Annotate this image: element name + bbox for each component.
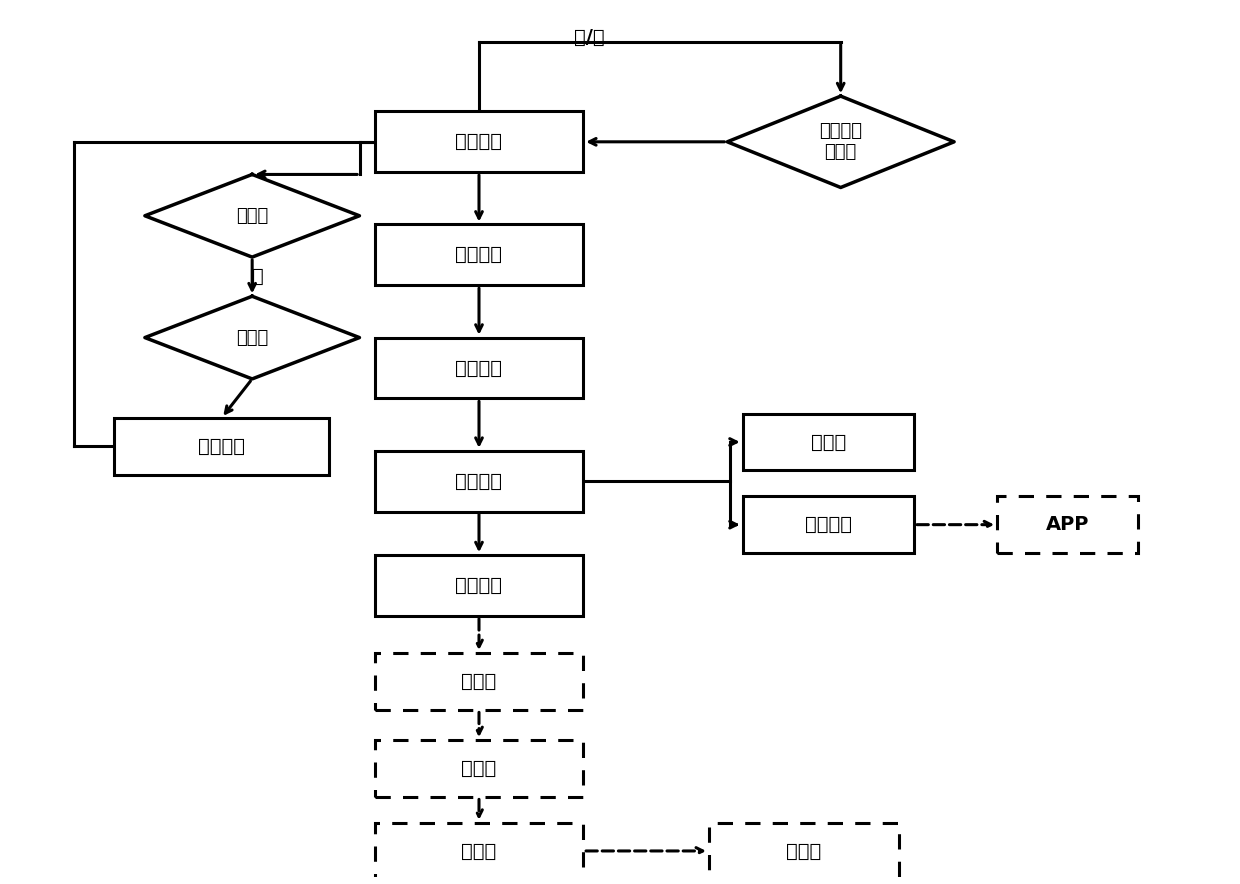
Text: 工控机: 工控机 (461, 672, 497, 690)
Bar (374, 555, 583, 616)
Text: 费率计算: 费率计算 (198, 437, 246, 456)
Text: 扣费请求: 扣费请求 (455, 246, 502, 264)
Text: 白名单: 白名单 (236, 329, 268, 347)
Bar (709, 823, 899, 880)
Bar (374, 740, 583, 796)
Bar (374, 653, 583, 710)
Text: 交换机: 交换机 (461, 758, 497, 778)
Bar (374, 451, 583, 512)
Text: 入账操作: 入账操作 (455, 472, 502, 491)
Text: 信息接收: 信息接收 (455, 133, 502, 151)
Bar (743, 497, 914, 552)
Text: 是/否: 是/否 (574, 28, 605, 47)
Text: 指令管理: 指令管理 (455, 576, 502, 595)
Text: 黑名单: 黑名单 (236, 207, 268, 225)
Bar (997, 497, 1138, 552)
Bar (374, 111, 583, 172)
Text: 省行宝管
理平台: 省行宝管 理平台 (820, 122, 862, 161)
Polygon shape (728, 96, 954, 187)
Bar (743, 414, 914, 470)
Text: 数据库: 数据库 (811, 432, 846, 452)
Text: 否: 否 (253, 267, 264, 286)
Polygon shape (145, 296, 360, 379)
Text: APP: APP (1045, 515, 1089, 534)
Polygon shape (145, 174, 360, 257)
Text: 扣费处理: 扣费处理 (455, 359, 502, 377)
Text: 消息中心: 消息中心 (805, 515, 852, 534)
Text: 栏杆机: 栏杆机 (786, 842, 822, 860)
Bar (114, 418, 329, 475)
Bar (374, 823, 583, 880)
Bar (374, 338, 583, 399)
Bar (374, 225, 583, 286)
Text: 控制盒: 控制盒 (461, 842, 497, 860)
